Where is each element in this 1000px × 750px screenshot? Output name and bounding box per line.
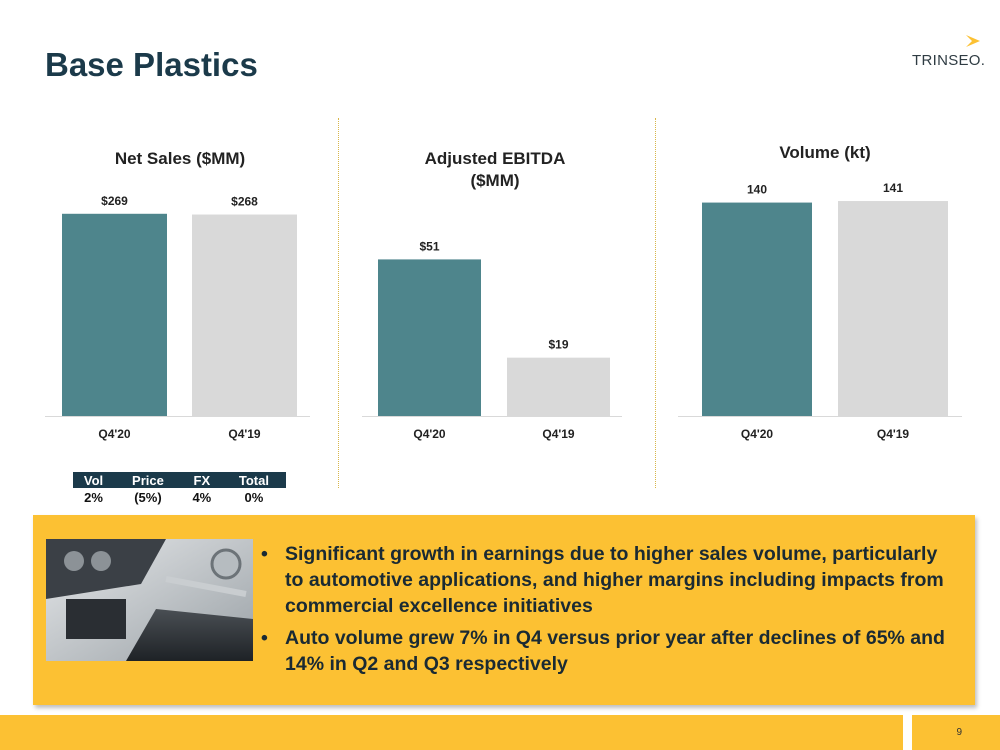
ebitda-chart-title: Adjusted EBITDA ($MM) bbox=[424, 149, 566, 190]
net-sales-tick-label: Q4'19 bbox=[228, 427, 261, 441]
chevron-logo-icon bbox=[966, 35, 980, 47]
volume-bar bbox=[702, 202, 812, 416]
volume-bar bbox=[838, 201, 948, 416]
bridge-header-price: Price bbox=[114, 472, 182, 488]
volume-data-label: 140 bbox=[747, 183, 767, 197]
bridge-table: Vol Price FX Total 2% (5%) 4% 0% bbox=[73, 472, 286, 507]
summary-bullet-text: Auto volume grew 7% in Q4 versus prior y… bbox=[285, 627, 945, 675]
bar-charts: $269 Q4'20 $268 Q4'19 $51 Q4'20 $19 Q4'19 140 Q4'… bbox=[45, 181, 962, 441]
summary-bullet: • Significant growth in earnings due to … bbox=[258, 541, 948, 619]
ebitda-data-label: $51 bbox=[419, 239, 439, 253]
chart-divider bbox=[338, 118, 339, 488]
bullet-glyph: • bbox=[261, 543, 268, 565]
bridge-value-price: (5%) bbox=[134, 490, 162, 505]
ebitda-data-label: $19 bbox=[548, 338, 568, 352]
net-sales-bar bbox=[62, 213, 167, 416]
footer-bar bbox=[0, 715, 903, 750]
volume-tick-label: Q4'19 bbox=[877, 427, 910, 441]
car-interior-photo bbox=[46, 539, 253, 661]
bridge-header-vol: Vol bbox=[73, 472, 115, 488]
bridge-table-header-row: Vol Price FX Total bbox=[73, 472, 286, 488]
net-sales-data-label: $268 bbox=[231, 195, 258, 209]
page-title: Base Plastics bbox=[45, 46, 258, 83]
summary-bullet-list: • Significant growth in earnings due to … bbox=[258, 541, 948, 683]
trinseo-logo: TRINSEO. bbox=[912, 34, 992, 74]
page-number-box: 9 bbox=[912, 715, 1000, 750]
chart-divider bbox=[655, 118, 656, 488]
bullet-glyph: • bbox=[261, 627, 268, 649]
net-sales-bar bbox=[192, 214, 297, 416]
summary-bullet: • Auto volume grew 7% in Q4 versus prior… bbox=[258, 625, 948, 677]
ebitda-bar bbox=[378, 259, 481, 416]
net-sales-chart-title: Net Sales ($MM) bbox=[114, 149, 246, 168]
logo-wordmark: TRINSEO. bbox=[912, 52, 986, 69]
car-interior-image bbox=[46, 539, 253, 661]
net-sales-data-label: $269 bbox=[101, 194, 128, 208]
ebitda-bar bbox=[507, 357, 610, 416]
bridge-header-fx: FX bbox=[181, 472, 222, 488]
bridge-value-fx: 4% bbox=[192, 490, 212, 505]
page-number: 9 bbox=[956, 727, 962, 738]
ebitda-tick-label: Q4'19 bbox=[542, 427, 575, 441]
net-sales-tick-label: Q4'20 bbox=[98, 427, 131, 441]
summary-bullet-text: Significant growth in earnings due to hi… bbox=[285, 543, 944, 617]
volume-data-label: 141 bbox=[883, 181, 903, 195]
bridge-value-vol: 2% bbox=[84, 490, 103, 505]
bridge-value-total: 0% bbox=[244, 490, 264, 505]
bridge-header-total: Total bbox=[221, 472, 286, 488]
volume-chart-title: Volume (kt) bbox=[779, 143, 871, 162]
summary-panel: • Significant growth in earnings due to … bbox=[33, 515, 975, 705]
ebitda-tick-label: Q4'20 bbox=[413, 427, 446, 441]
volume-tick-label: Q4'20 bbox=[741, 427, 774, 441]
bridge-table-value-row: 2% (5%) 4% 0% bbox=[73, 488, 286, 507]
